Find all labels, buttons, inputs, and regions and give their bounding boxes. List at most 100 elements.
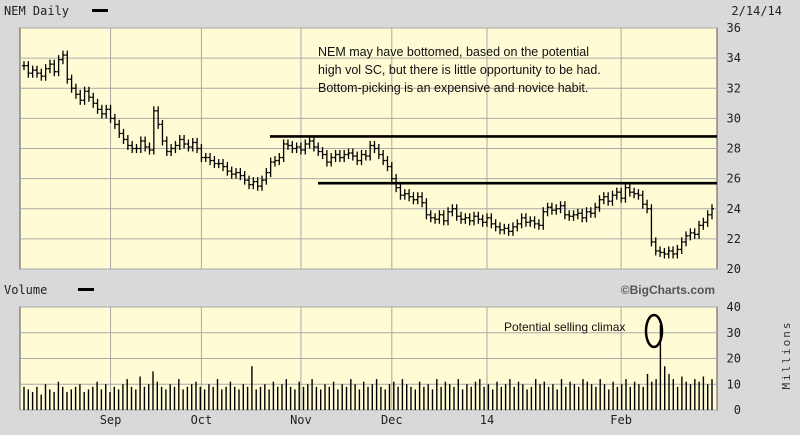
title-legend-line <box>92 9 108 12</box>
price-bar <box>506 223 511 236</box>
price-bar <box>121 128 126 144</box>
price-bar <box>203 153 208 163</box>
price-bar <box>523 213 528 227</box>
volume-tick-label: 0 <box>734 403 741 417</box>
price-bar <box>679 237 684 254</box>
price-bar <box>30 65 35 78</box>
price-tick-label: 22 <box>727 232 741 246</box>
price-bar <box>614 187 619 200</box>
price-bar <box>199 143 204 163</box>
volume-bars <box>23 325 713 410</box>
price-bar <box>177 134 182 151</box>
price-bar <box>324 150 329 167</box>
price-bar <box>281 139 286 163</box>
price-bar <box>186 139 191 152</box>
price-bar <box>428 210 433 223</box>
price-bar <box>662 247 667 259</box>
price-bar <box>658 246 663 257</box>
price-bar <box>381 150 386 166</box>
volume-annotation: Potential selling climax <box>504 320 625 334</box>
price-bar <box>164 136 169 157</box>
price-bar <box>446 207 451 226</box>
price-bar <box>549 202 554 215</box>
month-label: Feb <box>610 413 632 427</box>
price-bar <box>597 195 602 212</box>
price-bar <box>247 175 252 190</box>
support-resistance-lines <box>270 135 717 185</box>
month-label: Nov <box>290 413 312 427</box>
volume-tick-label: 20 <box>727 352 741 366</box>
annotation-line-2: high vol SC, but there is little opportu… <box>318 63 601 77</box>
price-bar <box>407 189 412 202</box>
price-bar <box>610 190 615 206</box>
price-bar <box>554 204 559 215</box>
price-bar <box>697 220 702 239</box>
price-tick-label: 26 <box>727 172 741 186</box>
price-bar <box>398 183 403 200</box>
price-bar <box>52 59 57 77</box>
price-bar <box>147 142 152 155</box>
price-bar <box>65 50 70 84</box>
price-tick-label: 32 <box>727 81 741 95</box>
price-bar <box>627 183 632 197</box>
volume-legend-line <box>78 288 94 291</box>
price-bar <box>238 168 243 181</box>
price-bar <box>372 140 377 154</box>
price-bar <box>562 201 567 220</box>
price-bar <box>675 244 680 259</box>
price-bar <box>169 143 174 157</box>
price-bar <box>441 210 446 226</box>
price-bar <box>476 211 481 224</box>
price-bar <box>125 134 130 151</box>
price-bar <box>710 204 714 220</box>
price-bar <box>601 192 606 205</box>
price-bar <box>277 153 282 166</box>
price-bar <box>705 210 710 227</box>
price-y-axis: 20 22 24 26 28 30 32 34 36 <box>727 21 741 276</box>
price-bar <box>108 104 113 123</box>
price-bar <box>56 55 61 77</box>
price-tick-label: 20 <box>727 262 741 276</box>
volume-header-bar <box>0 281 800 299</box>
price-bar <box>415 192 420 205</box>
price-bar <box>337 150 342 163</box>
price-bar <box>640 190 645 209</box>
price-bar <box>368 140 373 161</box>
price-bar <box>467 213 472 226</box>
price-bar <box>39 68 44 81</box>
price-bar <box>575 208 580 220</box>
annotation-line-3: Bottom-picking is an expensive and novic… <box>318 81 588 95</box>
price-bar <box>151 106 156 155</box>
month-label: 14 <box>480 413 494 427</box>
price-bar <box>216 159 221 169</box>
price-bar <box>34 65 39 78</box>
price-bar <box>645 199 650 214</box>
price-bar <box>385 156 390 172</box>
price-bar <box>104 104 109 119</box>
price-bar <box>671 246 676 259</box>
price-bar <box>437 210 442 224</box>
price-bar <box>666 246 671 259</box>
price-bar <box>502 223 507 235</box>
price-bar <box>463 213 468 224</box>
price-bar <box>623 183 628 203</box>
price-bar <box>472 211 477 226</box>
month-label: Oct <box>191 413 213 427</box>
price-bar <box>346 148 351 160</box>
x-axis-months: Sep Oct Nov Dec 14 Feb <box>100 413 632 427</box>
price-bar <box>580 208 585 223</box>
price-bar <box>359 150 364 166</box>
price-bar <box>497 222 502 235</box>
price-bar <box>480 214 485 227</box>
price-bar <box>22 61 26 71</box>
price-bar <box>510 222 515 236</box>
price-bar <box>316 142 321 157</box>
price-bar <box>78 89 83 105</box>
price-bar <box>320 146 325 160</box>
annotation-line-1: NEM may have bottomed, based on the pote… <box>318 45 589 59</box>
price-bar <box>342 150 347 163</box>
price-bar <box>311 136 316 152</box>
price-header-bar <box>0 0 800 21</box>
price-bar <box>350 148 355 161</box>
